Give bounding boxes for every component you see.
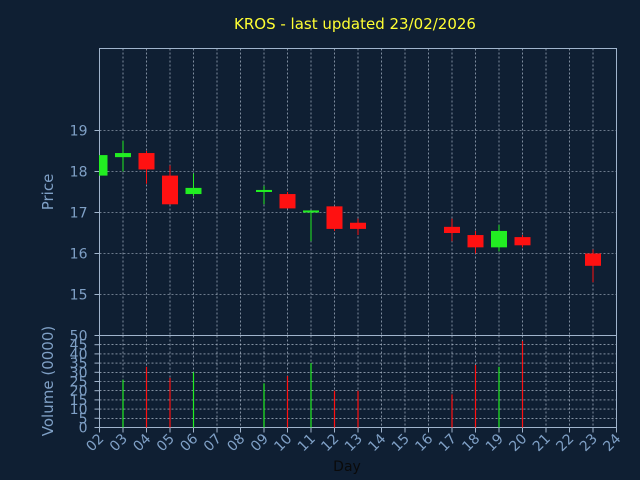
volume-axis-label: Volume (0000) <box>39 326 57 436</box>
candle-body <box>303 210 319 213</box>
x-tick-label: 22 <box>553 431 577 455</box>
candle-body <box>326 206 343 229</box>
volume-y-tick-label: 5 <box>79 411 88 427</box>
volume-y-tick-label: 10 <box>70 402 88 418</box>
candle-body <box>185 187 202 195</box>
candle-body <box>256 189 272 192</box>
x-tick-label: 23 <box>577 431 601 455</box>
volume-y-tick-label: 35 <box>70 356 88 372</box>
volume-y-tick-label: 25 <box>70 375 88 391</box>
x-tick-label: 24 <box>600 431 624 455</box>
volume-y-tick-label: 30 <box>70 365 88 381</box>
volume-y-tick-label: 40 <box>70 347 88 363</box>
price-y-tick-label: 18 <box>70 165 88 181</box>
x-tick-label: 21 <box>530 431 554 455</box>
x-tick-label: 13 <box>342 431 366 455</box>
volume-y-tick-label: 15 <box>70 393 88 409</box>
x-tick-label: 16 <box>412 431 436 455</box>
x-tick-label: 06 <box>177 431 201 455</box>
candle-body <box>514 237 531 246</box>
x-tick-label: 05 <box>154 431 178 455</box>
x-tick-label: 15 <box>389 431 413 455</box>
candle-body <box>99 155 108 176</box>
x-tick-label: 09 <box>248 431 272 455</box>
candle-body <box>138 153 155 170</box>
candle-body <box>467 235 484 248</box>
x-tick-label: 12 <box>318 431 342 455</box>
volume-y-tick-label: 0 <box>79 421 88 437</box>
candle-body <box>491 230 507 248</box>
price-y-tick-label: 16 <box>70 247 88 263</box>
volume-y-tick-label: 20 <box>70 384 88 400</box>
x-tick-label: 17 <box>436 431 460 455</box>
x-tick-label: 19 <box>483 431 507 455</box>
volume-y-tick-label: 50 <box>70 329 88 345</box>
candle-body <box>115 153 131 158</box>
candle-body <box>444 226 460 233</box>
x-tick-label: 03 <box>107 431 131 455</box>
volume-y-tick-label: 45 <box>70 338 88 354</box>
x-tick-label: 14 <box>365 431 389 455</box>
price-y-ticks: 15 16 17 18 19 <box>70 124 100 304</box>
price-y-tick-label: 15 <box>70 288 88 304</box>
x-tick-label: 04 <box>130 431 154 455</box>
volume-bars <box>122 341 524 428</box>
price-axis-label: Price <box>39 174 57 211</box>
chart-title: KROS - last updated 23/02/2026 <box>234 15 476 33</box>
candle-body <box>162 175 178 205</box>
x-tick-label: 18 <box>459 431 483 455</box>
price-y-tick-label: 19 <box>70 124 88 140</box>
candle-body <box>350 222 366 229</box>
x-axis-label: Day <box>333 459 361 475</box>
x-tick-label: 10 <box>271 431 295 455</box>
x-tick-label: 20 <box>506 431 530 455</box>
x-tick-label: 07 <box>201 431 225 455</box>
candle-body <box>279 194 296 209</box>
x-tick-label: 11 <box>295 431 319 455</box>
x-tick-label: 08 <box>224 431 248 455</box>
candle-body <box>585 253 601 266</box>
x-ticks: 02 03 04 05 06 07 08 09 10 11 12 13 14 15 16 17 18 19 20 21… <box>83 427 624 455</box>
price-y-tick-label: 17 <box>70 206 88 222</box>
candles <box>99 140 601 283</box>
